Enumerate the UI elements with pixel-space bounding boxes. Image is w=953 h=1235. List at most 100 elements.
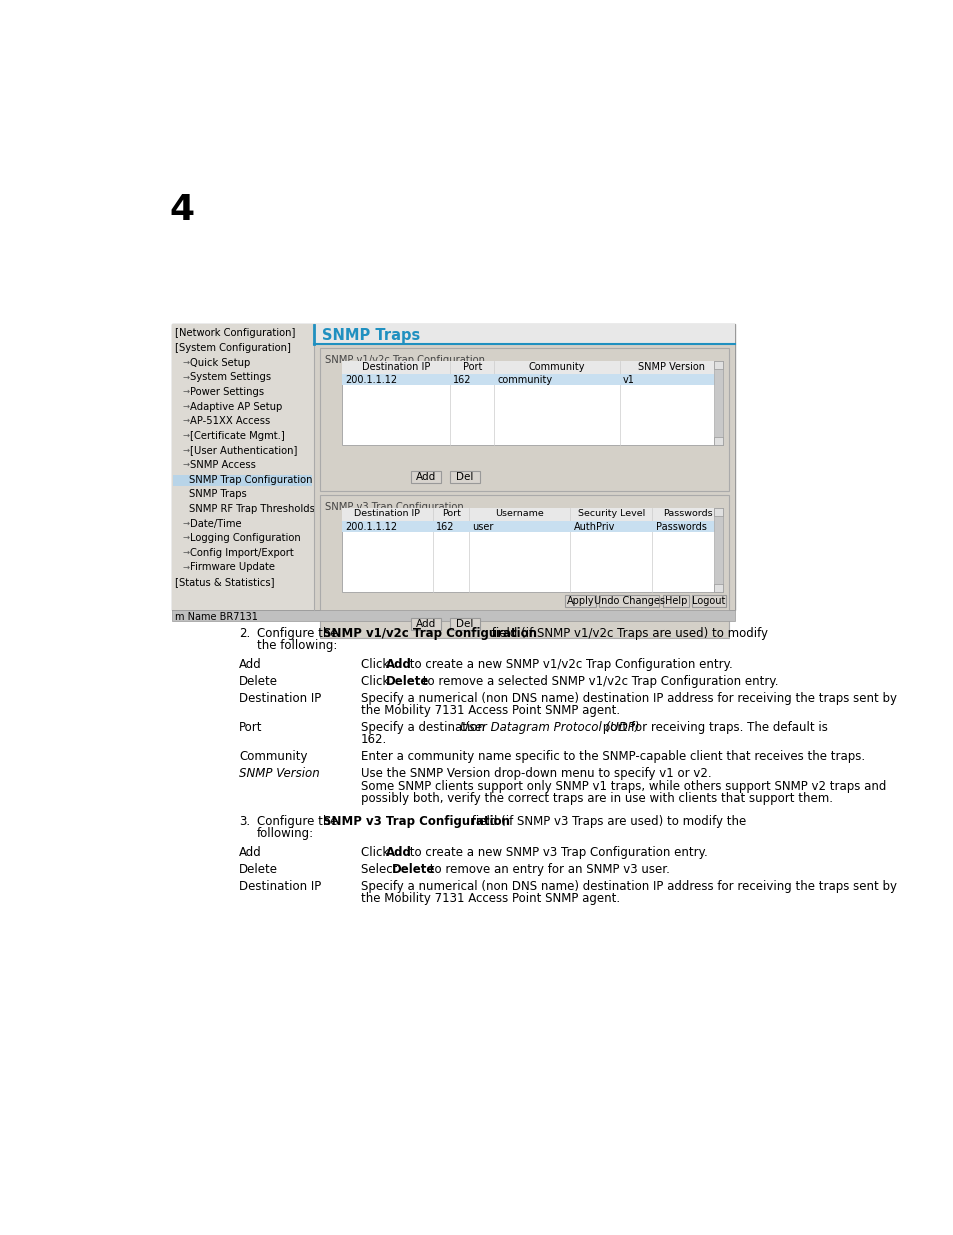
Bar	[319, 495, 728, 638]
Text: port for receiving traps. The default is: port for receiving traps. The default is	[598, 721, 827, 734]
Text: Port: Port	[462, 362, 481, 372]
Text: Undo Changes: Undo Changes	[593, 595, 664, 605]
Text: [User Authentication]: [User Authentication]	[190, 446, 296, 456]
Text: Enter a community name specific to the SNMP-capable client that receives the tra: Enter a community name specific to the S…	[360, 751, 864, 763]
Text: Use the SNMP Version drop-down menu to specify v1 or v2.: Use the SNMP Version drop-down menu to s…	[360, 767, 711, 781]
Text: SNMP Version: SNMP Version	[239, 767, 320, 781]
Text: to remove an entry for an SNMP v3 user.: to remove an entry for an SNMP v3 user.	[425, 863, 669, 876]
Text: Username: Username	[495, 509, 544, 519]
Bar	[714, 584, 722, 593]
Text: SNMP v3 Trap Configuration: SNMP v3 Trap Configuration	[324, 501, 463, 511]
Text: Click: Click	[360, 658, 393, 671]
Text: SNMP RF Trap Thresholds: SNMP RF Trap Thresholds	[189, 504, 314, 514]
Text: Logging Configuration: Logging Configuration	[190, 534, 300, 543]
Text: Security Level: Security Level	[578, 509, 644, 519]
Text: Help: Help	[664, 595, 686, 605]
Text: Click: Click	[360, 846, 393, 858]
Bar	[411, 471, 440, 483]
Text: SNMP Access: SNMP Access	[190, 461, 255, 471]
Text: 162.: 162.	[360, 734, 387, 746]
Text: Add: Add	[416, 619, 436, 629]
Text: Logout: Logout	[692, 595, 725, 605]
Bar	[411, 618, 440, 630]
Text: user: user	[472, 521, 494, 531]
Text: Quick Setup: Quick Setup	[190, 358, 250, 368]
Text: Port: Port	[239, 721, 263, 734]
Text: 200.1.1.12: 200.1.1.12	[344, 374, 396, 384]
Text: →: →	[183, 548, 190, 557]
Text: →: →	[183, 446, 190, 454]
Bar	[714, 508, 722, 516]
Text: [Status & Statistics]: [Status & Statistics]	[174, 577, 274, 587]
Text: field (if SNMP v1/v2c Traps are used) to modify: field (if SNMP v1/v2c Traps are used) to…	[488, 627, 767, 640]
Text: following:: following:	[257, 827, 314, 840]
Text: to create a new SNMP v1/v2c Trap Configuration entry.: to create a new SNMP v1/v2c Trap Configu…	[405, 658, 732, 671]
Text: Configure the: Configure the	[257, 815, 341, 827]
Bar	[598, 595, 659, 608]
Text: SNMP v1/v2c Trap Configuration: SNMP v1/v2c Trap Configuration	[322, 627, 536, 640]
Text: Delete: Delete	[239, 674, 278, 688]
Bar	[564, 595, 596, 608]
Text: [Certificate Mgmt.]: [Certificate Mgmt.]	[190, 431, 284, 441]
Text: to create a new SNMP v3 Trap Configuration entry.: to create a new SNMP v3 Trap Configurati…	[405, 846, 707, 858]
Text: Apply: Apply	[566, 595, 594, 605]
Bar	[714, 361, 722, 369]
Text: [System Configuration]: [System Configuration]	[174, 343, 291, 353]
Bar	[314, 343, 735, 610]
Bar	[714, 508, 722, 593]
Text: the following:: the following:	[257, 640, 337, 652]
Bar	[450, 471, 479, 483]
Bar	[341, 508, 722, 593]
Text: →: →	[183, 562, 190, 572]
Text: AP-51XX Access: AP-51XX Access	[190, 416, 270, 426]
Bar	[714, 437, 722, 446]
Text: →: →	[183, 416, 190, 425]
Text: →: →	[183, 534, 190, 542]
Text: Destination IP: Destination IP	[239, 879, 321, 893]
Text: Add: Add	[385, 846, 412, 858]
Text: SNMP v3 Trap Configuration: SNMP v3 Trap Configuration	[322, 815, 509, 827]
Text: Firmware Update: Firmware Update	[190, 562, 274, 573]
Text: Specify a destination: Specify a destination	[360, 721, 488, 734]
Bar	[341, 508, 722, 521]
Bar	[172, 610, 735, 621]
Text: Click: Click	[360, 674, 393, 688]
Text: Some SNMP clients support only SNMP v1 traps, while others support SNMP v2 traps: Some SNMP clients support only SNMP v1 t…	[360, 779, 885, 793]
Bar	[341, 361, 722, 446]
Text: Destination IP: Destination IP	[239, 692, 321, 705]
Text: →: →	[183, 431, 190, 440]
Text: Port: Port	[441, 509, 460, 519]
Text: Configure the: Configure the	[257, 627, 341, 640]
Bar	[173, 474, 312, 487]
Text: Adaptive AP Setup: Adaptive AP Setup	[190, 401, 282, 411]
Text: Destination IP: Destination IP	[355, 509, 420, 519]
Text: AuthPriv: AuthPriv	[573, 521, 615, 531]
Text: m Name BR7131: m Name BR7131	[174, 611, 257, 621]
Text: SNMP Version: SNMP Version	[638, 362, 704, 372]
Text: SNMP Traps: SNMP Traps	[189, 489, 247, 499]
Text: Select: Select	[360, 863, 401, 876]
Text: →: →	[183, 372, 190, 382]
Text: [Network Configuration]: [Network Configuration]	[174, 329, 295, 338]
Text: Delete: Delete	[239, 863, 278, 876]
Text: Community: Community	[528, 362, 585, 372]
Text: 200.1.1.12: 200.1.1.12	[344, 521, 396, 531]
Text: 162: 162	[436, 521, 455, 531]
Text: Specify a numerical (non DNS name) destination IP address for receiving the trap: Specify a numerical (non DNS name) desti…	[360, 692, 896, 705]
Text: →: →	[183, 401, 190, 410]
Text: →: →	[183, 519, 190, 527]
Text: Del: Del	[456, 472, 473, 482]
Text: the Mobility 7131 Access Point SNMP agent.: the Mobility 7131 Access Point SNMP agen…	[360, 892, 619, 905]
Bar	[691, 595, 725, 608]
Bar	[172, 324, 735, 610]
Text: User Datagram Protocol (UDP): User Datagram Protocol (UDP)	[459, 721, 639, 734]
Text: community: community	[497, 374, 552, 384]
Text: Del: Del	[456, 619, 473, 629]
Text: Delete: Delete	[392, 863, 436, 876]
Bar	[314, 324, 735, 343]
Text: SNMP Trap Configuration: SNMP Trap Configuration	[189, 474, 313, 484]
Bar	[341, 361, 722, 374]
Text: to remove a selected SNMP v1/v2c Trap Configuration entry.: to remove a selected SNMP v1/v2c Trap Co…	[419, 674, 779, 688]
Bar	[661, 595, 688, 608]
Text: field (if SNMP v3 Traps are used) to modify the: field (if SNMP v3 Traps are used) to mod…	[467, 815, 745, 827]
